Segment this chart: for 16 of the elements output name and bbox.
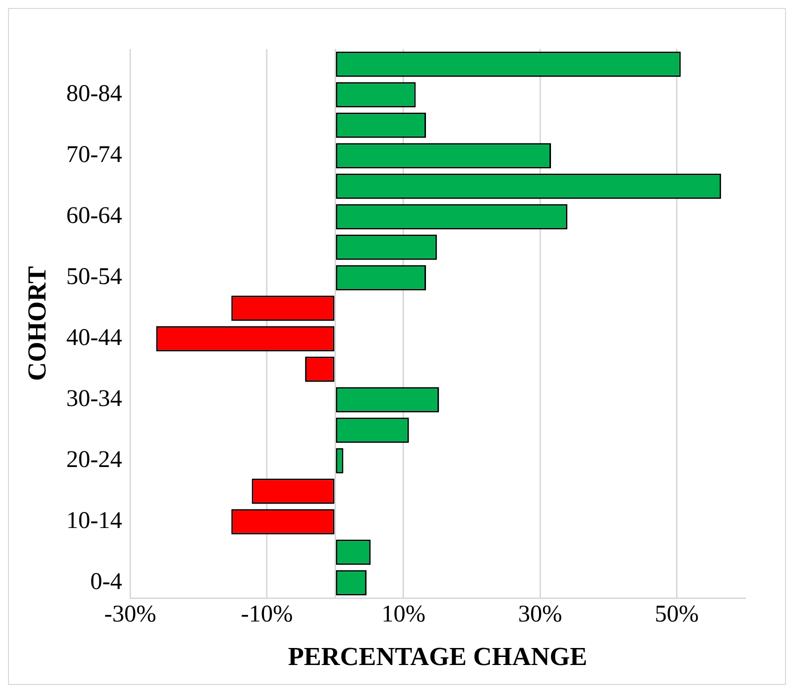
x-tick-label: -10% xyxy=(240,602,293,628)
y-tick-label: 50-54 xyxy=(66,264,122,290)
y-axis-title: COHORT xyxy=(22,266,52,381)
x-tick-label: 30% xyxy=(518,602,562,628)
x-axis-title: PERCENTAGE CHANGE xyxy=(288,642,588,672)
y-tick-label: 60-64 xyxy=(66,203,122,230)
y-tick-label: 70-74 xyxy=(66,142,122,168)
x-tick-label: -30% xyxy=(104,602,156,628)
y-tick-label: 80-84 xyxy=(66,81,122,108)
x-tick-label: 50% xyxy=(654,602,699,628)
y-tick-label: 30-34 xyxy=(66,386,122,412)
x-tick-label: 10% xyxy=(381,602,426,628)
y-tick-label: 20-24 xyxy=(66,447,122,474)
y-tick-label: 10-14 xyxy=(66,508,122,534)
y-tick-label: 40-44 xyxy=(66,325,122,352)
y-tick-label: 0-4 xyxy=(90,569,122,596)
